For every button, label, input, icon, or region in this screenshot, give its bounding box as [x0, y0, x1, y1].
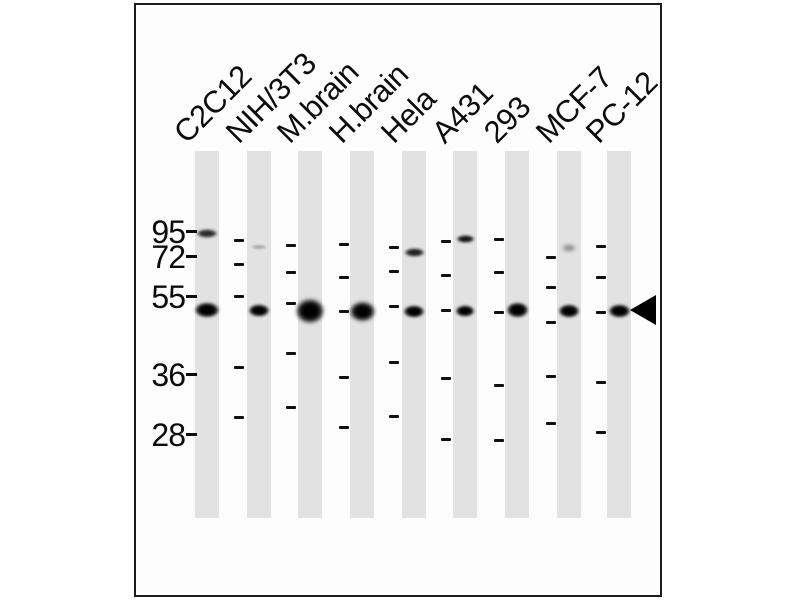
ruler-tick: [389, 270, 399, 273]
ruler-tick: [389, 415, 399, 418]
ruler-tick: [234, 366, 244, 369]
protein-band: [403, 304, 425, 318]
mw-marker-dash: [186, 255, 197, 258]
ruler-tick: [339, 310, 349, 313]
ruler-tick: [441, 309, 451, 312]
ruler-tick: [389, 361, 399, 364]
protein-band: [248, 303, 270, 317]
protein-band: [403, 247, 425, 257]
mw-marker-label: 72: [151, 239, 186, 275]
ruler-tick: [596, 276, 606, 279]
ruler-tick: [286, 302, 296, 305]
mw-marker-dash: [186, 373, 197, 376]
mw-marker-label: 36: [151, 357, 186, 393]
ruler-tick: [596, 245, 606, 248]
ruler-tick: [286, 244, 296, 247]
blot-lane: [505, 151, 529, 518]
ruler-tick: [441, 240, 451, 243]
protein-band: [348, 300, 376, 322]
ruler-tick: [546, 375, 556, 378]
blot-lane: [247, 151, 271, 518]
mw-marker-dash: [186, 433, 197, 436]
blot-lane: [557, 151, 581, 518]
ruler-tick: [339, 426, 349, 429]
ruler-tick: [286, 406, 296, 409]
ruler-tick: [339, 276, 349, 279]
protein-band: [558, 304, 580, 318]
ruler-tick: [339, 376, 349, 379]
target-arrowhead-icon: [630, 295, 656, 325]
ruler-tick: [596, 311, 606, 314]
protein-band: [455, 235, 475, 243]
protein-band: [196, 228, 218, 238]
ruler-tick: [234, 263, 244, 266]
ruler-tick: [546, 256, 556, 259]
ruler-tick: [441, 377, 451, 380]
ruler-tick: [546, 286, 556, 289]
blot-lane: [402, 151, 426, 518]
ruler-tick: [339, 243, 349, 246]
ruler-tick: [286, 271, 296, 274]
ruler-tick: [441, 438, 451, 441]
protein-band: [607, 304, 631, 318]
ruler-tick: [389, 305, 399, 308]
blot-lane: [298, 151, 322, 518]
blot-lane: [195, 151, 219, 518]
ruler-tick: [494, 271, 504, 274]
ruler-tick: [286, 352, 296, 355]
blot-lane: [350, 151, 374, 518]
protein-band: [455, 305, 475, 317]
ruler-tick: [494, 238, 504, 241]
ruler-tick: [546, 321, 556, 324]
ruler-tick: [234, 239, 244, 242]
ruler-tick: [494, 384, 504, 387]
mw-marker-dash: [186, 230, 197, 233]
mw-marker-label: 55: [151, 279, 186, 315]
protein-band: [562, 244, 576, 252]
ruler-tick: [494, 311, 504, 314]
mw-marker-label: 95: [151, 214, 186, 250]
blot-lane: [453, 151, 477, 518]
ruler-tick: [546, 422, 556, 425]
ruler-tick: [234, 416, 244, 419]
ruler-tick: [494, 439, 504, 442]
blot-lane: [607, 151, 631, 518]
protein-band: [505, 302, 529, 318]
ruler-tick: [234, 295, 244, 298]
mw-marker-label: 28: [151, 417, 186, 453]
ruler-tick: [596, 381, 606, 384]
protein-band: [295, 298, 325, 324]
protein-band: [194, 302, 220, 318]
ruler-tick: [389, 246, 399, 249]
mw-marker-dash: [186, 295, 197, 298]
ruler-tick: [441, 274, 451, 277]
ruler-tick: [596, 431, 606, 434]
protein-band: [251, 245, 267, 249]
